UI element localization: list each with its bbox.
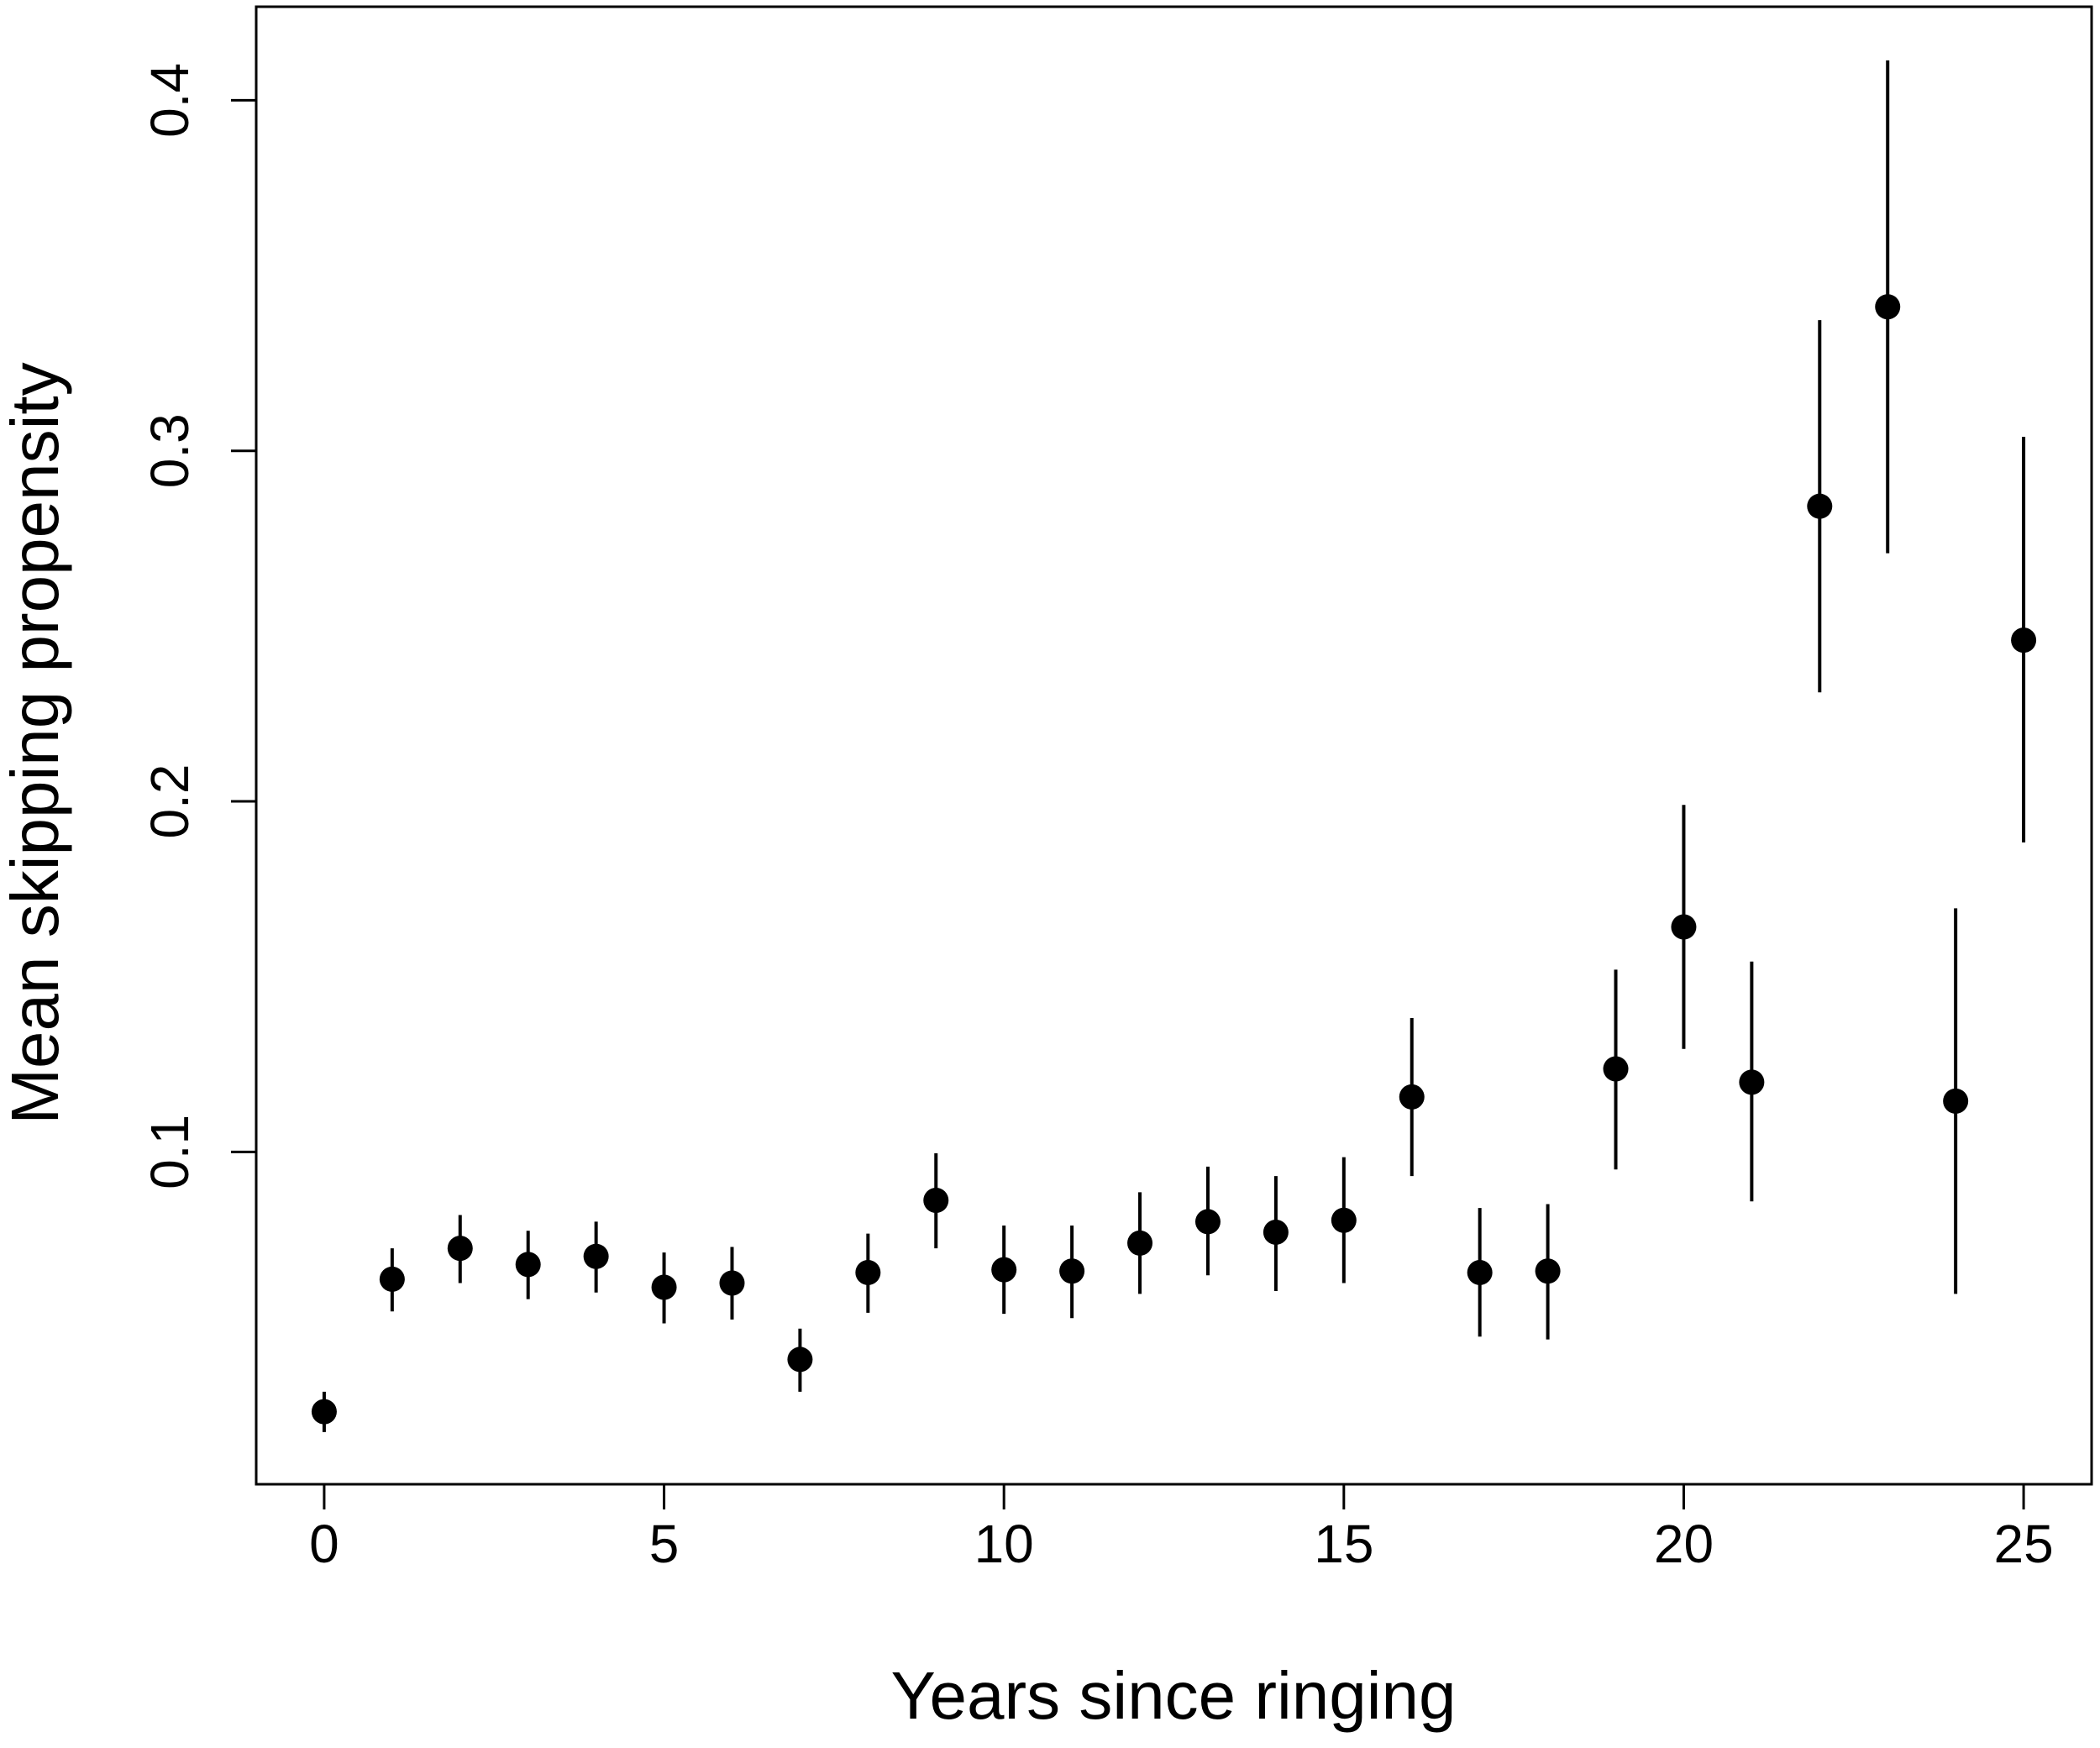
point	[719, 1270, 745, 1296]
point	[583, 1243, 609, 1269]
point	[1399, 1084, 1425, 1110]
point	[1807, 493, 1833, 519]
point	[515, 1252, 541, 1278]
point	[1127, 1230, 1153, 1256]
x-tick-label: 5	[649, 1514, 680, 1574]
point	[1263, 1219, 1289, 1245]
x-tick-label: 20	[1654, 1514, 1714, 1574]
y-tick-label: 0.1	[139, 1115, 200, 1189]
point	[923, 1187, 949, 1213]
point	[1467, 1259, 1493, 1285]
point	[447, 1236, 473, 1262]
point	[2011, 627, 2037, 654]
plot-frame	[255, 5, 2093, 1486]
y-axis-title: Mean skipping propensity	[0, 362, 72, 1124]
x-tick-label: 10	[974, 1514, 1034, 1574]
x-tick-label: 0	[309, 1514, 339, 1574]
y-tick-label: 0.4	[139, 63, 200, 138]
x-axis-title: Years since ringing	[890, 1658, 1456, 1733]
point	[1603, 1056, 1629, 1082]
x-tick-label: 25	[1993, 1514, 2053, 1574]
point	[651, 1274, 677, 1300]
point	[855, 1259, 881, 1285]
point	[991, 1257, 1017, 1283]
point	[1875, 294, 1901, 320]
point	[1331, 1207, 1357, 1233]
point	[787, 1346, 813, 1373]
point	[1059, 1258, 1085, 1284]
y-tick-label: 0.3	[139, 413, 200, 488]
y-tick-label: 0.2	[139, 764, 200, 839]
point	[1739, 1069, 1765, 1095]
point	[379, 1266, 405, 1292]
point	[1194, 1209, 1221, 1235]
x-tick-label: 15	[1314, 1514, 1373, 1574]
point	[1671, 914, 1697, 940]
point	[1943, 1088, 1969, 1114]
point	[311, 1399, 337, 1425]
point	[1535, 1258, 1561, 1284]
